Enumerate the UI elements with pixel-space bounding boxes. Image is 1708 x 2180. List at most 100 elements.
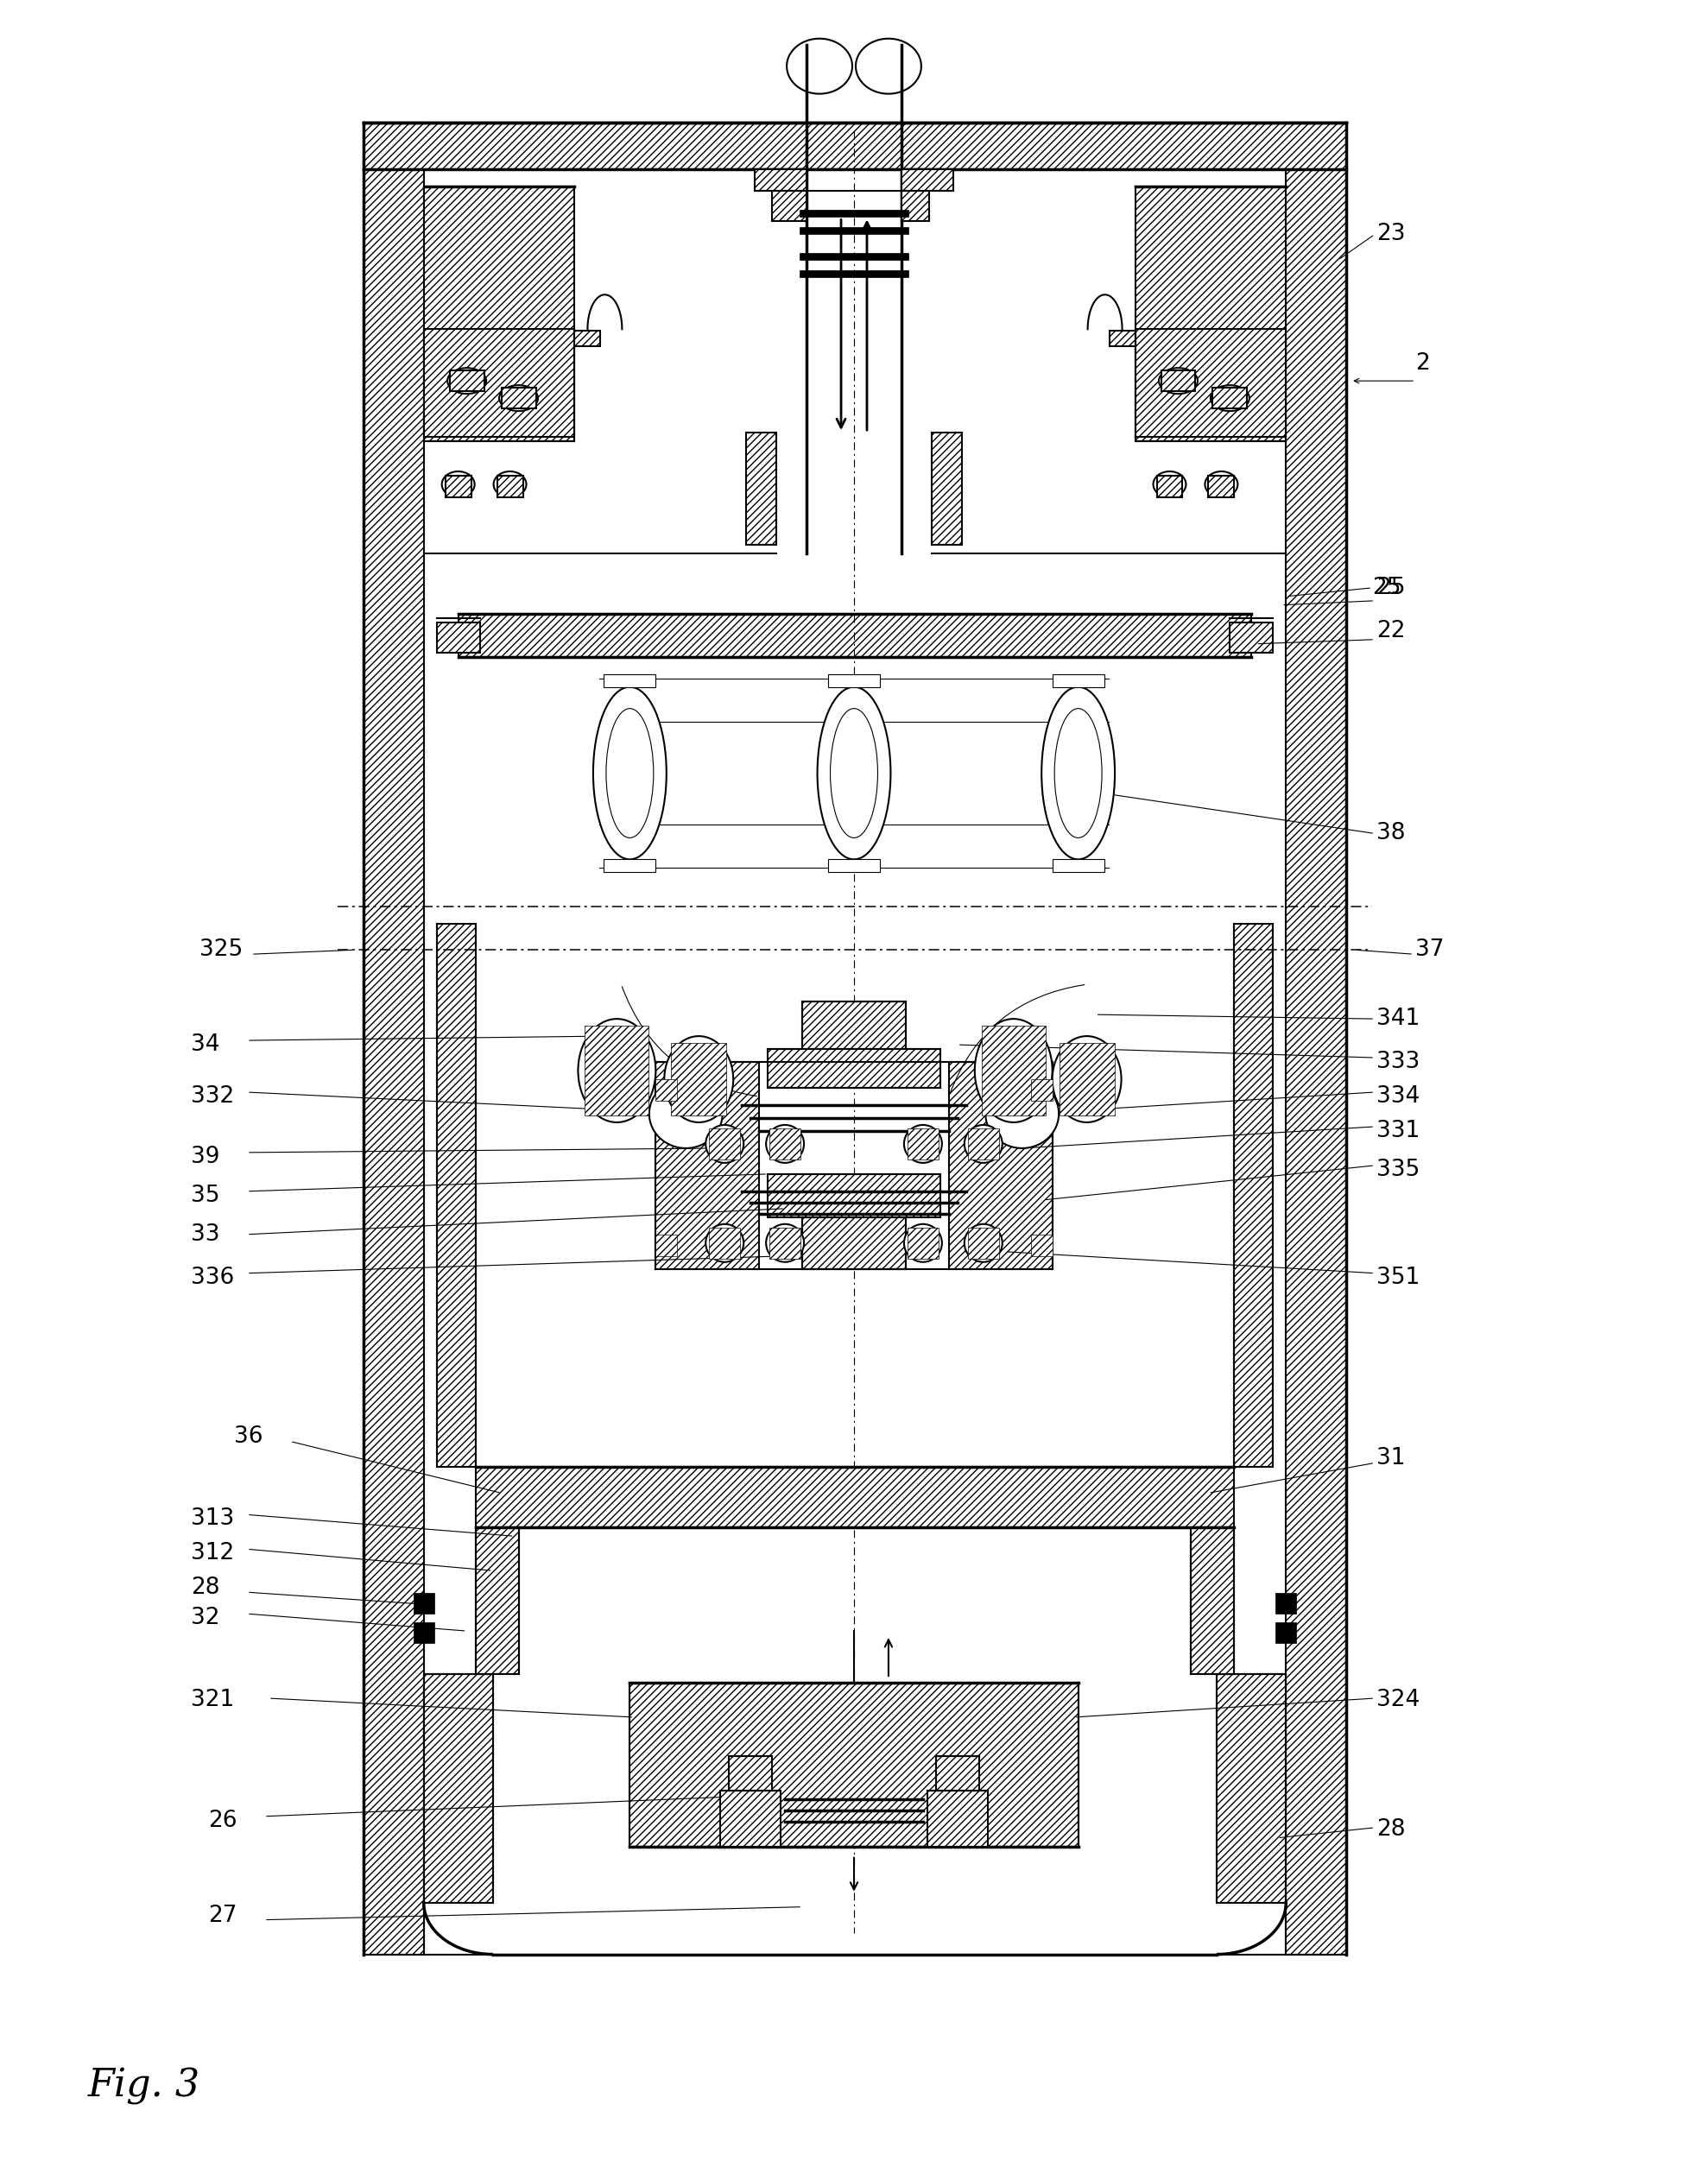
Bar (769, 1049, 939, 1088)
Bar (799, 253, 909, 259)
Bar (605, 674, 656, 687)
Text: 335: 335 (1377, 1158, 1419, 1182)
Text: 26: 26 (208, 1809, 237, 1831)
Bar (364, 122, 1346, 170)
Bar (907, 1227, 938, 1258)
Bar (1052, 859, 1103, 872)
Bar (936, 1757, 979, 1790)
Text: 36: 36 (234, 1426, 263, 1448)
Bar (770, 1129, 801, 1160)
Text: 23: 23 (1377, 222, 1406, 246)
Text: 313: 313 (191, 1509, 234, 1530)
Bar (656, 1062, 758, 1269)
Ellipse shape (606, 708, 654, 837)
Ellipse shape (649, 1079, 722, 1149)
Ellipse shape (1042, 687, 1115, 859)
Text: 333: 333 (1377, 1051, 1419, 1073)
Ellipse shape (818, 687, 890, 859)
Bar (475, 1528, 519, 1674)
Text: 336: 336 (191, 1267, 234, 1288)
Bar (413, 1622, 434, 1644)
Ellipse shape (494, 471, 526, 497)
Bar (1230, 621, 1272, 652)
Bar (446, 475, 471, 497)
Bar (1190, 1528, 1235, 1674)
Ellipse shape (499, 386, 538, 412)
Bar (437, 621, 480, 652)
Circle shape (904, 1125, 941, 1162)
Bar (902, 170, 953, 192)
Bar (1030, 1234, 1052, 1256)
Bar (1218, 1674, 1286, 1903)
Circle shape (965, 1223, 1003, 1262)
Bar (1136, 329, 1286, 436)
Bar (449, 371, 483, 390)
Text: 31: 31 (1377, 1448, 1406, 1469)
Bar (574, 331, 601, 347)
Text: 325: 325 (200, 940, 243, 961)
Text: 2: 2 (1416, 353, 1430, 375)
Text: 351: 351 (1377, 1267, 1419, 1288)
Ellipse shape (1211, 386, 1249, 412)
Text: 341: 341 (1377, 1007, 1419, 1031)
Bar (729, 1757, 772, 1790)
Bar (803, 1216, 905, 1269)
Bar (1276, 1594, 1296, 1613)
Bar (1208, 475, 1235, 497)
Text: 33: 33 (191, 1223, 220, 1245)
Text: 28: 28 (1377, 1818, 1406, 1840)
Bar (1156, 475, 1182, 497)
Text: 39: 39 (191, 1147, 220, 1168)
Bar (968, 1227, 999, 1258)
Bar (1136, 187, 1286, 440)
Bar (1161, 371, 1196, 390)
Ellipse shape (1158, 368, 1197, 395)
Bar (968, 1129, 999, 1160)
Text: Fig. 3: Fig. 3 (87, 2067, 200, 2104)
Text: 32: 32 (191, 1607, 220, 1628)
Ellipse shape (986, 1079, 1059, 1149)
Bar (364, 122, 424, 1953)
Bar (584, 1027, 649, 1116)
Bar (1030, 1079, 1052, 1101)
Bar (828, 674, 880, 687)
Ellipse shape (1204, 471, 1238, 497)
Bar (413, 1594, 434, 1613)
Bar (828, 859, 880, 872)
Bar (721, 1790, 781, 1846)
Bar (772, 170, 806, 222)
Text: 321: 321 (191, 1690, 234, 1711)
Bar (1108, 331, 1136, 347)
Bar (1213, 388, 1247, 408)
Bar (502, 388, 536, 408)
Ellipse shape (1054, 708, 1102, 837)
Bar (605, 859, 656, 872)
Bar (982, 1027, 1045, 1116)
Bar (424, 329, 574, 436)
Text: 334: 334 (1377, 1086, 1419, 1107)
Ellipse shape (664, 1036, 733, 1123)
Text: 37: 37 (1416, 940, 1445, 961)
Bar (630, 1683, 1078, 1846)
Text: 34: 34 (191, 1033, 220, 1055)
Bar (458, 613, 1252, 656)
Text: 35: 35 (191, 1184, 220, 1208)
Bar (1286, 122, 1346, 1953)
Text: 25: 25 (1377, 576, 1406, 600)
Bar (769, 1175, 939, 1216)
Bar (475, 1467, 1235, 1528)
Ellipse shape (442, 471, 475, 497)
Bar (497, 475, 523, 497)
Text: 312: 312 (191, 1541, 234, 1565)
Bar (950, 1062, 1052, 1269)
Circle shape (767, 1223, 804, 1262)
Ellipse shape (447, 368, 487, 395)
Ellipse shape (1052, 1036, 1122, 1123)
Bar (709, 1227, 740, 1258)
Text: 27: 27 (208, 1905, 237, 1927)
Bar (927, 1790, 987, 1846)
Ellipse shape (830, 708, 878, 837)
Bar (799, 227, 909, 233)
Bar (803, 1001, 905, 1049)
Bar (1052, 674, 1103, 687)
